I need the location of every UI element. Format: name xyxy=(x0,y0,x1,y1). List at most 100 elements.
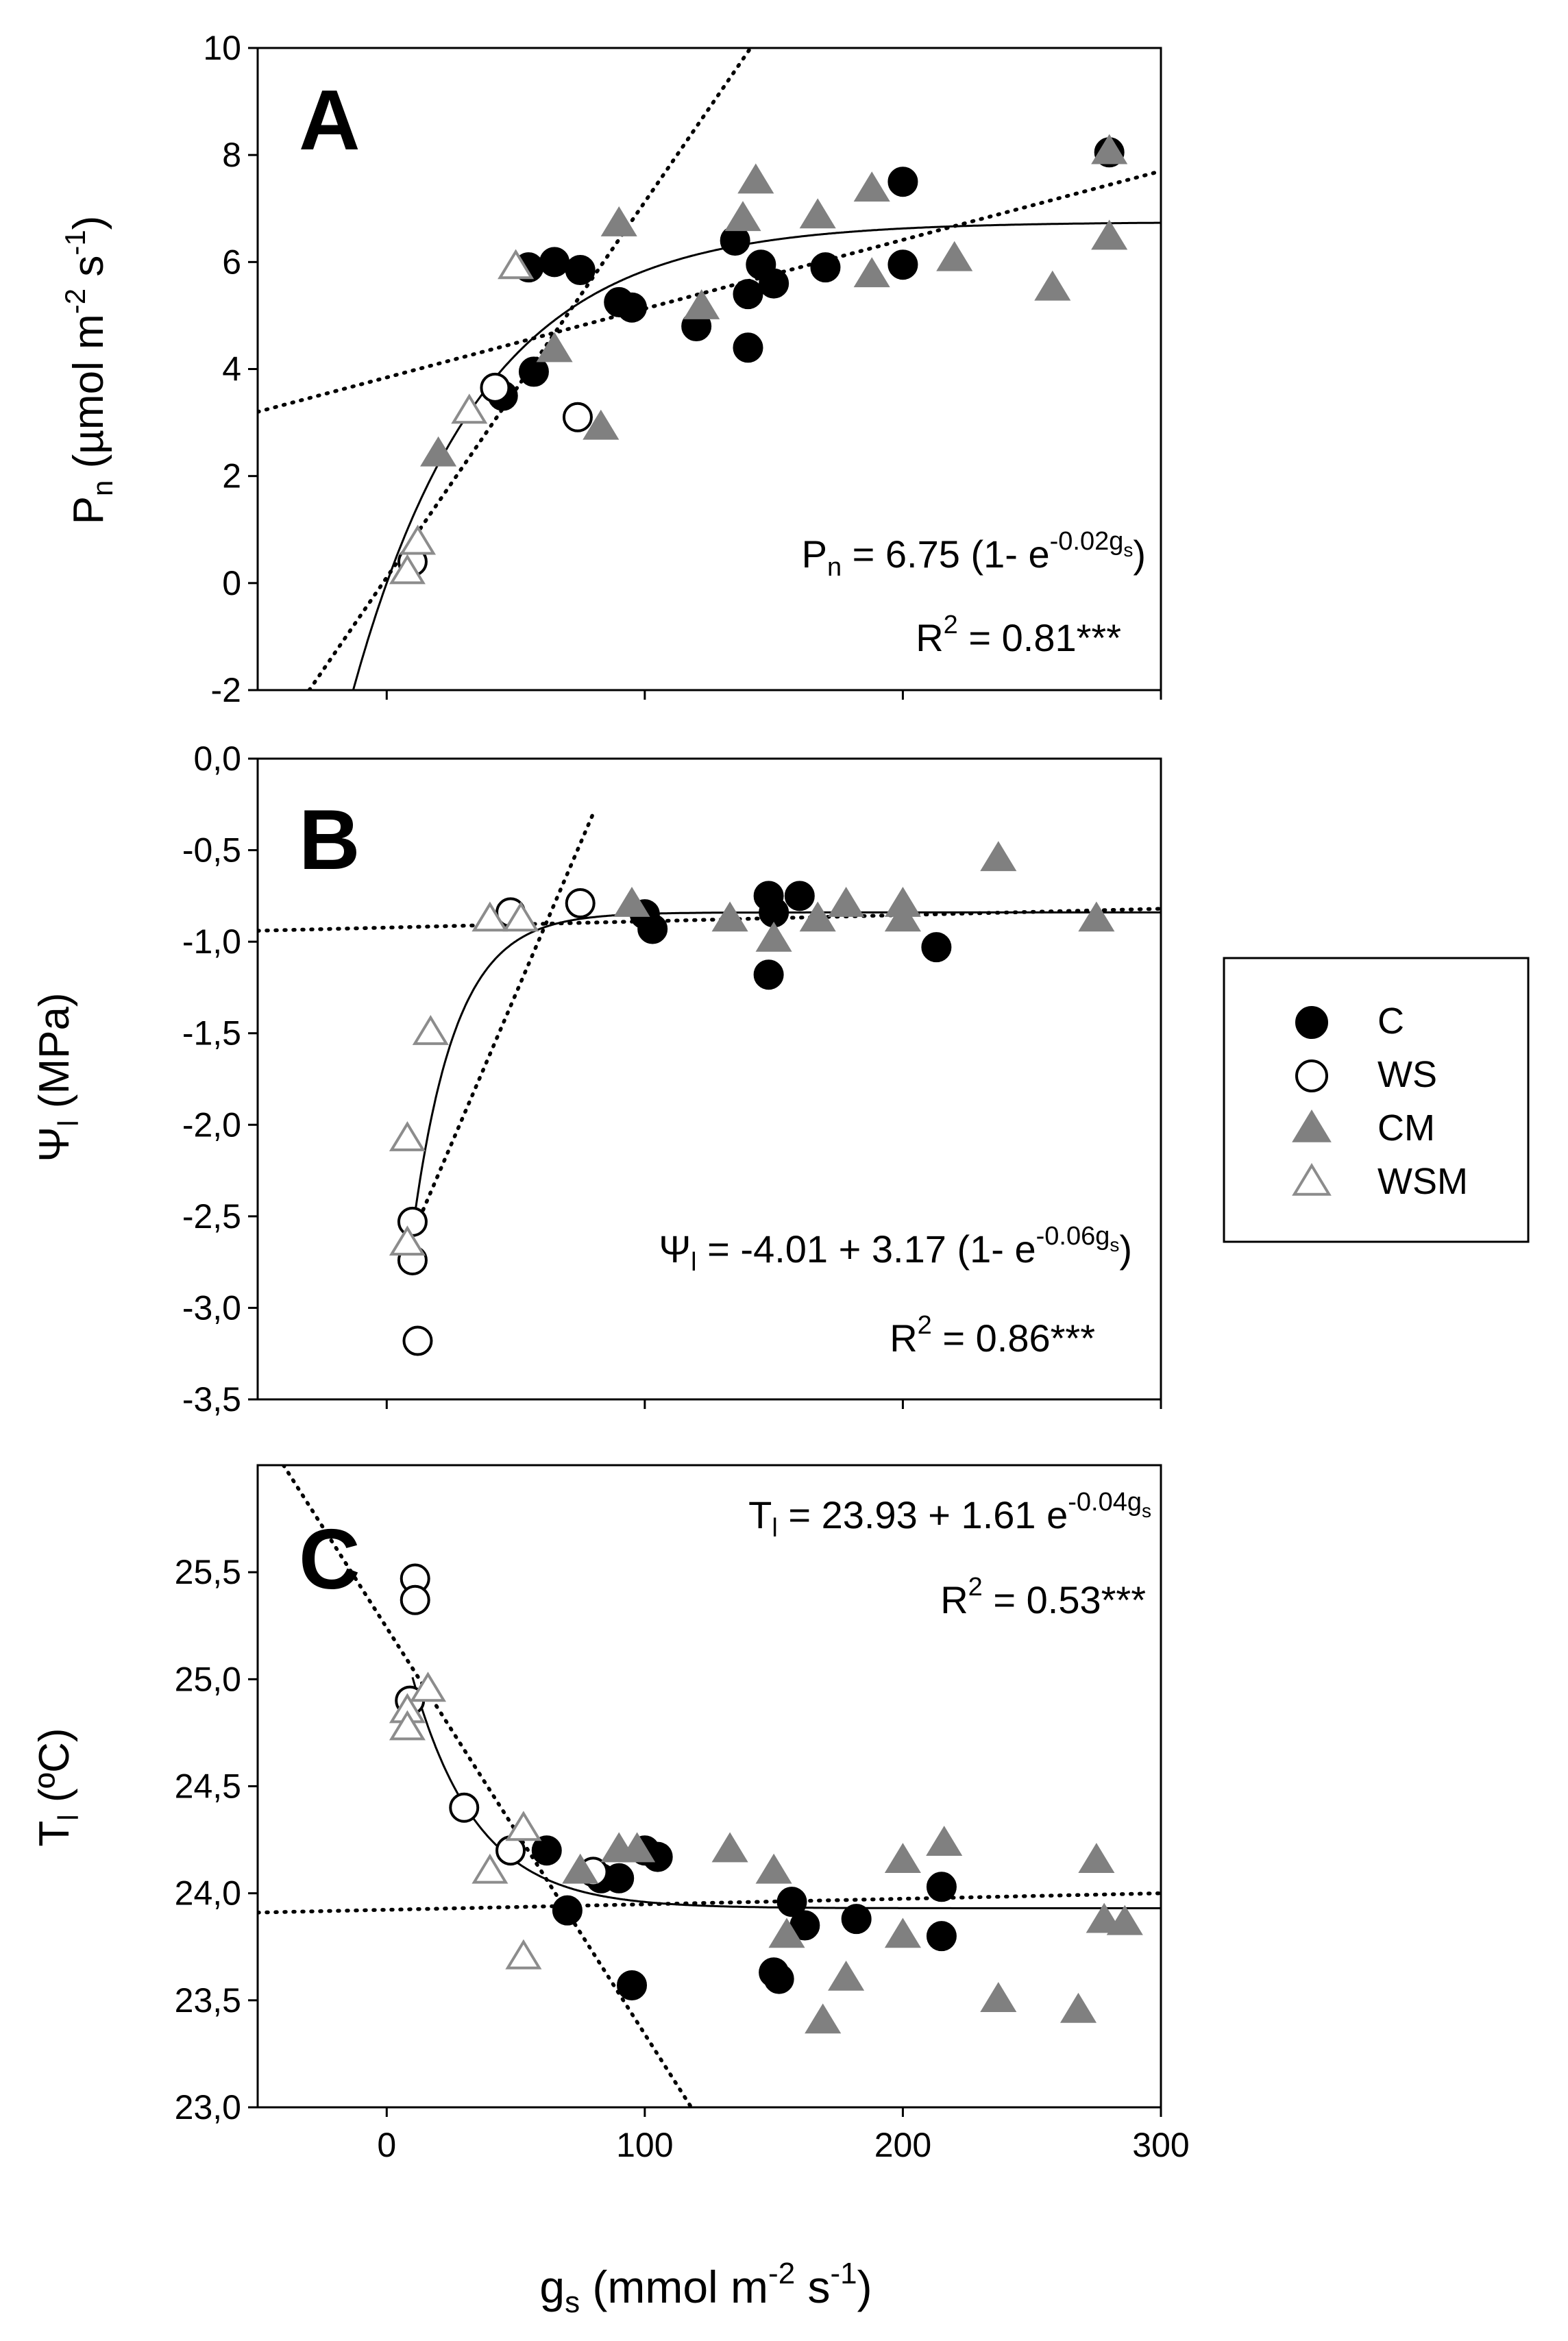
panel-b-point-c xyxy=(921,932,952,963)
panel-a-point-wsm xyxy=(399,524,437,555)
panel-c-point-wsm xyxy=(389,1710,426,1741)
panel-a-point-cm xyxy=(683,289,720,319)
panel-b-xticks xyxy=(385,1399,1162,1409)
panel-b-ytick-label: -1,0 xyxy=(182,922,241,961)
legend-label-wsm: WSM xyxy=(1377,1161,1468,1202)
panel-a-point-cm xyxy=(1091,134,1128,164)
panel-c-point-wsm xyxy=(505,1811,542,1841)
panel-c-point-c xyxy=(552,1895,583,1926)
panel-a-point-ws xyxy=(562,402,593,432)
panel-a-point-cm xyxy=(853,257,890,288)
panel-a-ytick-label: 0 xyxy=(222,564,241,602)
panel-c-point-wsm xyxy=(505,1939,542,1970)
panel-c-fit-curve-line xyxy=(411,1677,1161,1909)
panel-b-ytick-label: -3,5 xyxy=(182,1380,241,1419)
legend-marker-cm xyxy=(1292,1110,1332,1142)
panel-c-point-wsm xyxy=(409,1671,447,1702)
panel-b-ylabel: Ψl (MPa) xyxy=(31,992,84,1162)
panel-c-equation: Tl = 23.93 + 1.61 e-0.04gs xyxy=(748,1488,1151,1543)
panel-c-point-c xyxy=(604,1863,635,1893)
panel-c-point-cm xyxy=(768,1917,805,1948)
legend-box xyxy=(1223,957,1530,1243)
panel-a-point-c xyxy=(733,279,763,310)
panel-b-point-cm xyxy=(613,887,650,917)
panel-a-point-c xyxy=(518,356,549,387)
panel-c-point-cm xyxy=(828,1960,865,1991)
panel-c-point-ws xyxy=(449,1792,480,1823)
panel-c-xticks: 0 100 200 300 xyxy=(377,2107,1190,2164)
panel-c-points xyxy=(389,1563,1143,2034)
panel-b-point-cm xyxy=(828,887,865,917)
panel-a-point-cm xyxy=(536,332,573,363)
legend-marker-ws xyxy=(1295,1059,1328,1092)
legend-label-cm: CM xyxy=(1377,1107,1435,1149)
panel-a-point-c xyxy=(887,167,918,197)
panel-a-ytick-label: 8 xyxy=(222,136,241,174)
panel-c-r2: R2 = 0.53*** xyxy=(940,1573,1146,1621)
panel-c-ytick-label: 24,0 xyxy=(175,1874,241,1913)
panel-c-point-cm xyxy=(1086,1902,1123,1933)
panel-a-ytick-label: 4 xyxy=(222,350,241,389)
panel-c-point-cm xyxy=(884,1843,921,1873)
panel-a-ytick-label: 6 xyxy=(222,243,241,281)
panel-b-point-wsm xyxy=(389,1121,426,1151)
legend: C WS CM WSM xyxy=(1223,957,1530,1243)
panel-a-point-cm xyxy=(737,163,774,194)
panel-c-point-cm xyxy=(926,1826,963,1856)
panel-b-point-wsm xyxy=(502,901,539,932)
panel-a-point-cm xyxy=(799,198,836,229)
panel-b-point-c xyxy=(784,881,815,911)
panel-b-point-cm xyxy=(1078,901,1115,932)
panel-c-dotted-line-1 xyxy=(258,1891,1161,1915)
panel-c-point-cm xyxy=(980,1982,1017,2012)
panel-a-letter: A xyxy=(299,73,360,168)
panel-b-point-ws xyxy=(397,1206,428,1237)
panel-a-points xyxy=(389,134,1128,585)
panel-a-ylabel: Pn (µmol m-2 s-1) xyxy=(59,216,119,525)
panel-a-ytick-label: 2 xyxy=(222,457,241,495)
panel-a-point-cm xyxy=(1091,219,1128,250)
panel-b-frame xyxy=(256,757,1162,1401)
x-tick-label: 300 xyxy=(1132,2126,1189,2164)
panel-b-point-wsm xyxy=(471,901,509,932)
panel-c-dotted-lines xyxy=(258,1465,1161,2107)
panel-c-point-cm xyxy=(1059,1992,1097,2023)
panel-a-point-cm xyxy=(1034,270,1071,301)
panel-a-ytick-label: -2 xyxy=(211,671,241,709)
panel-b-ytick-label: -3,0 xyxy=(182,1288,241,1327)
panel-b-points xyxy=(389,841,1115,1356)
panel-c-yticks: 23,0 23,5 24,0 24,5 25,0 25,5 xyxy=(175,1553,258,2126)
panel-b-point-wsm xyxy=(412,1015,449,1045)
panel-c-point-cm xyxy=(884,1917,921,1948)
panel-c-fit-curve xyxy=(411,1677,1161,1909)
panel-a-point-wsm xyxy=(498,249,535,280)
panel-a-dotted-lines xyxy=(258,48,1161,690)
legend-marker-c xyxy=(1295,1006,1328,1039)
panel-b-point-cm xyxy=(980,841,1017,872)
panel-c-point-c xyxy=(926,1921,957,1952)
panel-b-yticks: -3,5 -3,0 -2,5 -2,0 -1,5 -1,0 -0,5 0,0 xyxy=(182,739,258,1419)
panel-c-dotted-line-2 xyxy=(281,1465,694,2107)
panel-b-point-ws xyxy=(565,888,596,919)
panel-c-point-ws xyxy=(400,1584,430,1615)
panel-a-point-cm xyxy=(420,436,457,467)
panel-b-dotted-line-2 xyxy=(411,811,596,1237)
legend-label-ws: WS xyxy=(1377,1054,1437,1095)
panel-c-point-cm xyxy=(1078,1843,1115,1873)
panel-c-ytick-label: 25,0 xyxy=(175,1660,241,1698)
panel-b-point-ws xyxy=(402,1325,433,1356)
panel-c-point-cm xyxy=(619,1832,656,1863)
panel-c-ylabel: Tl (ºC) xyxy=(31,1728,84,1846)
panel-b-point-c xyxy=(753,959,784,990)
panel-a-point-cm xyxy=(724,201,761,232)
panel-c-letter: C xyxy=(299,1512,360,1607)
panel-a-point-c xyxy=(565,255,596,286)
panel-a-dotted-line-1 xyxy=(258,169,1161,414)
panel-c-ytick-label: 24,5 xyxy=(175,1767,241,1806)
panel-a-dotted-line-2 xyxy=(307,48,753,690)
x-tick-label: 200 xyxy=(874,2126,931,2164)
panel-b-letter: B xyxy=(299,793,360,887)
panel-b-point-c xyxy=(637,914,668,944)
panel-b-equation: Ψl = -4.01 + 3.17 (1- e-0.06gs) xyxy=(659,1222,1132,1277)
panel-b-ytick-label: -1,5 xyxy=(182,1014,241,1053)
